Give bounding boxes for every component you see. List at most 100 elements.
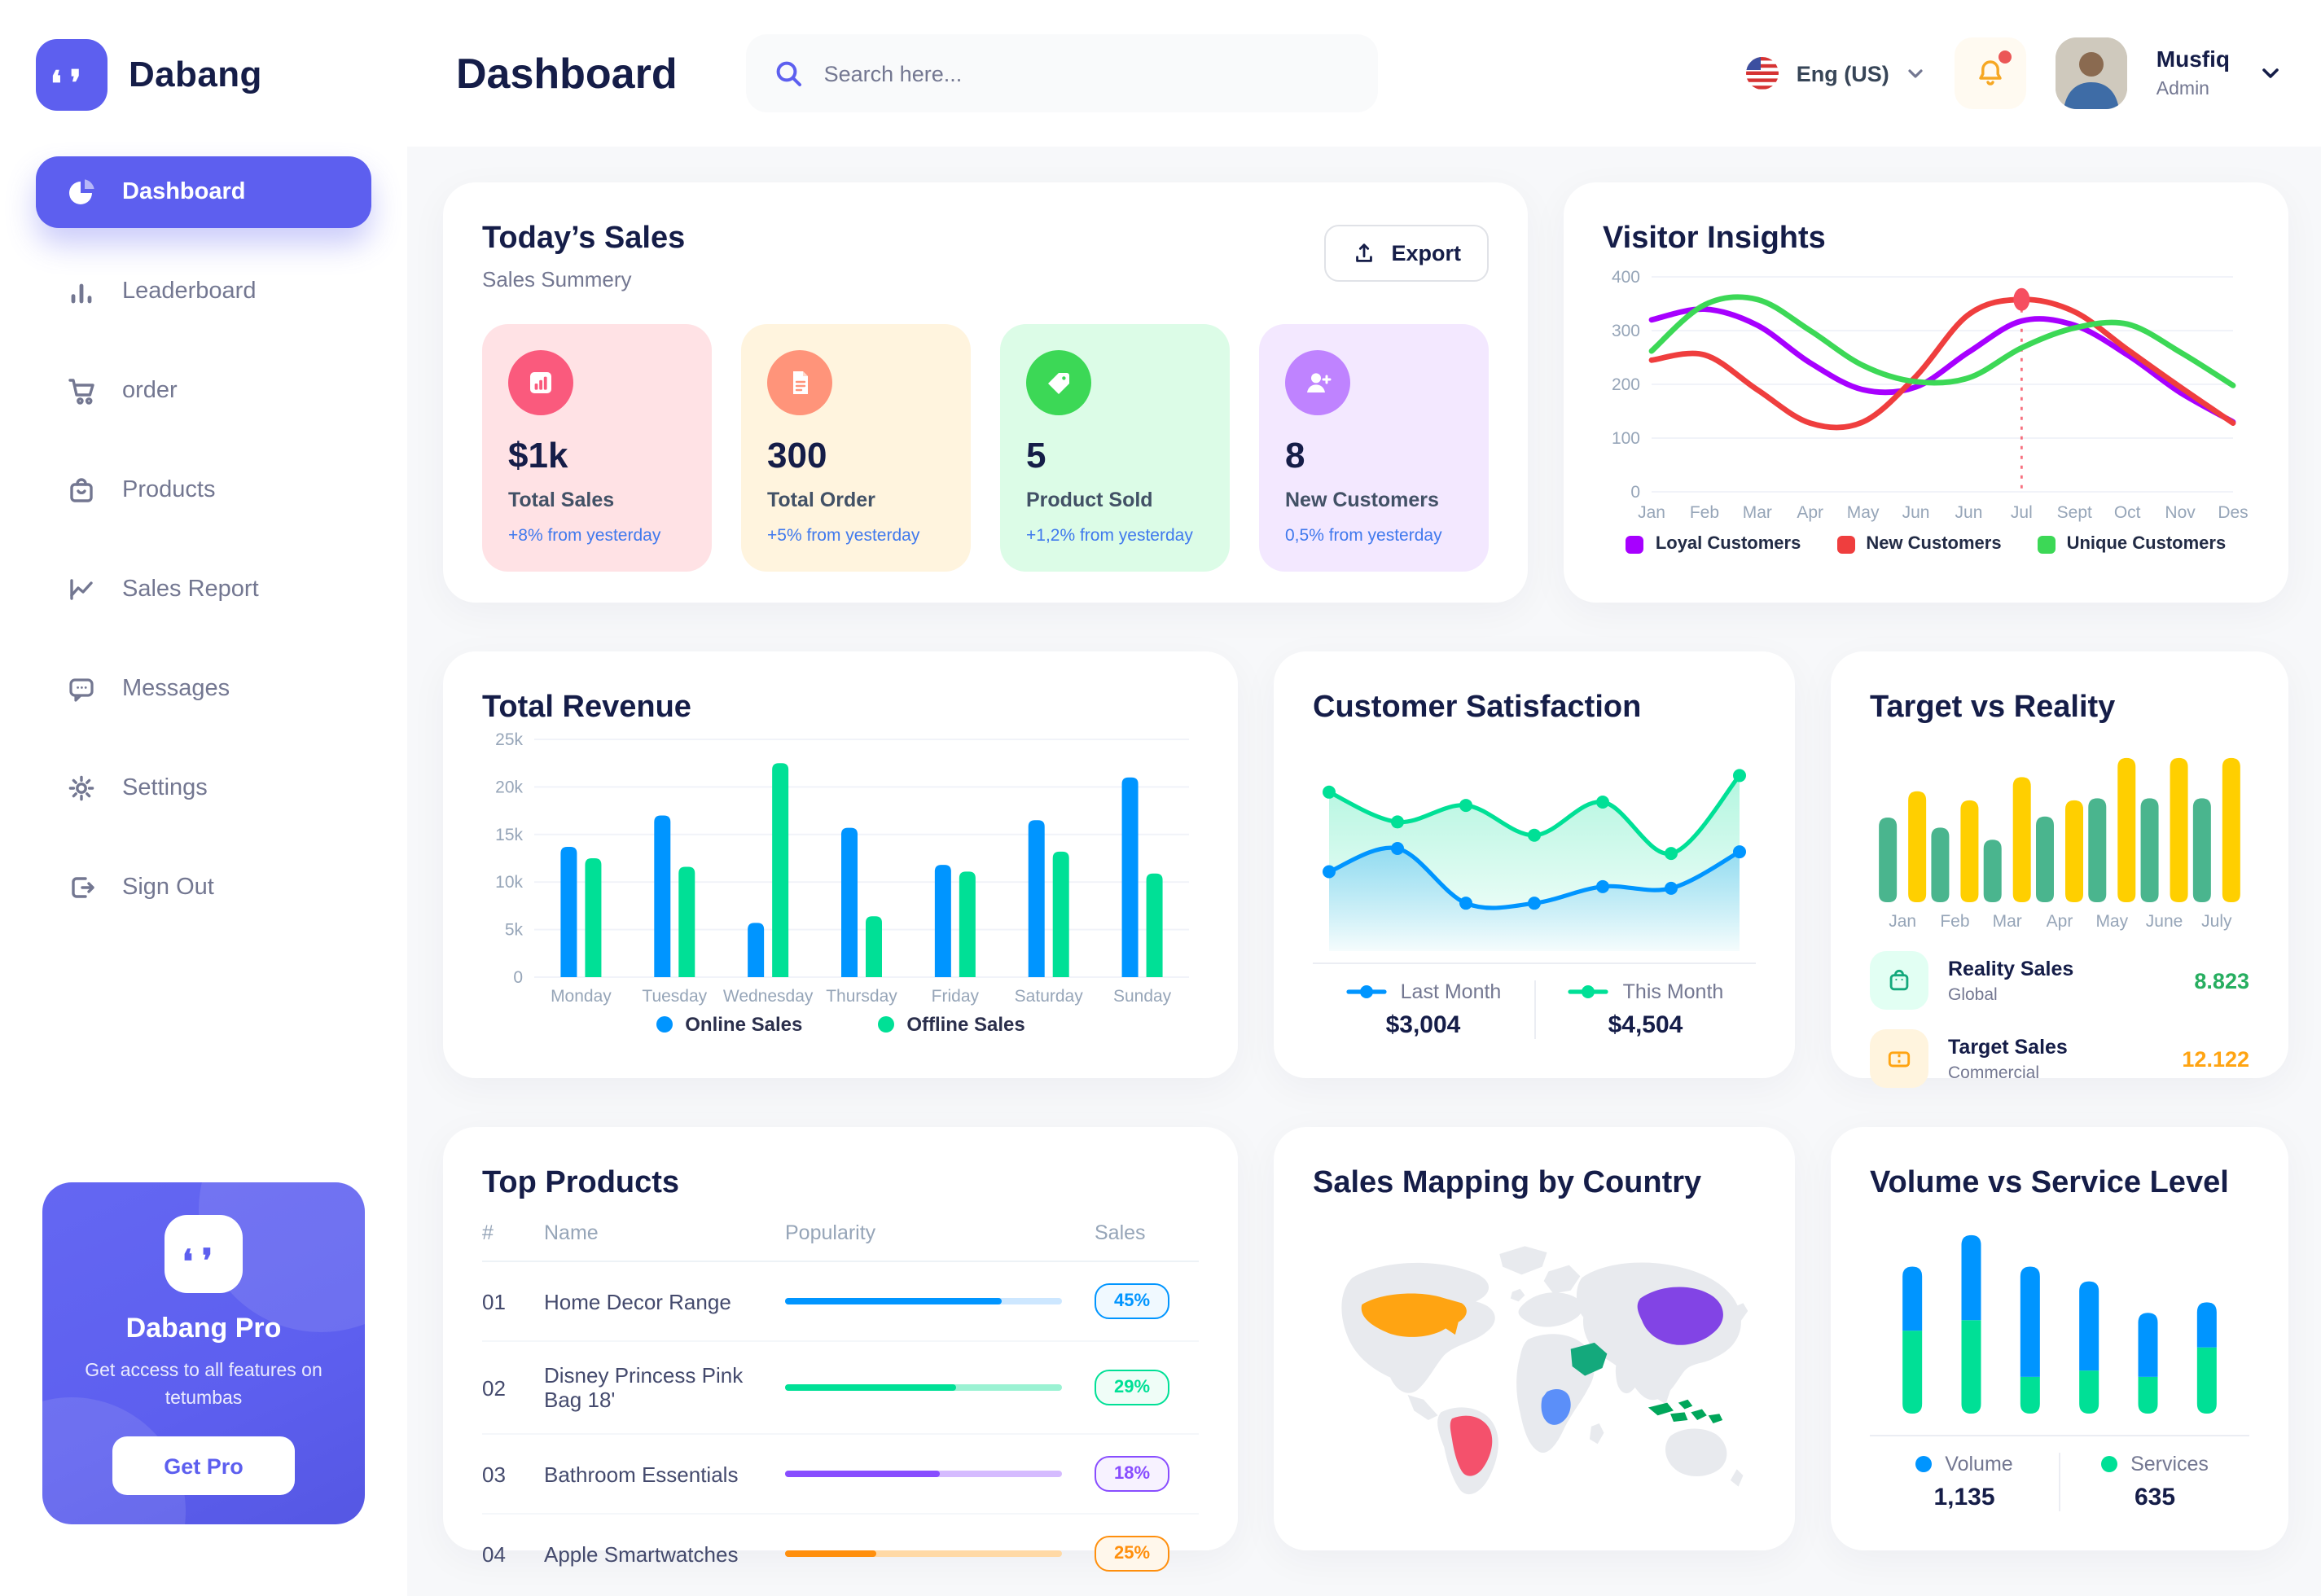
target-sales-legend: Target Sales Commercial 12.122 [1870, 1029, 2249, 1088]
customer-satisfaction-card: Customer Satisfaction Last Month $3,004 [1274, 651, 1795, 1078]
brand-logo[interactable]: ❜ ❜ Dabang [0, 0, 407, 140]
svg-text:Mar: Mar [1743, 503, 1772, 522]
stat-total-order: 300 Total Order +5% from yesterday [741, 324, 971, 572]
map-country-saudi-arabia [1570, 1342, 1608, 1376]
target-vs-reality-card: Target vs Reality Jan Feb Mar Apr May June Jul… [1831, 651, 2288, 1088]
legend-label: Unique Customers [2066, 534, 2227, 554]
legend-label: Offline Sales [906, 1013, 1025, 1036]
svg-text:Jul: Jul [2011, 503, 2033, 522]
visitor-insights-card: Visitor Insights 0 100 200 300 400 Jan Feb Mar A… [1564, 182, 2288, 603]
legend-label: Target Sales [1948, 1035, 2068, 1058]
export-button[interactable]: Export [1324, 225, 1489, 282]
svg-text:Monday: Monday [551, 987, 612, 1006]
visitor-insights-legend: Loyal Customers New Customers Unique Cus… [1603, 534, 2249, 554]
sidebar-item-leaderboard[interactable]: Leaderboard [36, 256, 371, 327]
notification-badge [1998, 50, 2012, 64]
stat-delta: 0,5% from yesterday [1285, 526, 1442, 546]
profile-chevron-icon[interactable] [2259, 62, 2282, 85]
sales-badge: 25% [1095, 1536, 1169, 1572]
column-header: # [482, 1221, 544, 1262]
sidebar-item-order[interactable]: order [36, 355, 371, 427]
visitor-insights-chart: 0 100 200 300 400 Jan Feb Mar Apr May Jun Jun Jul Sep… [1612, 268, 2249, 522]
target-vs-reality-chart: Jan Feb Mar Apr May June July [1879, 757, 2240, 931]
line-chart-icon [65, 573, 98, 606]
customer-satisfaction-legend: Last Month $3,004 This Month $4,504 [1313, 962, 1756, 1039]
language-selector[interactable]: Eng (US) [1744, 55, 1925, 91]
sidebar-item-label: Dashboard [122, 179, 246, 205]
legend-dot [1915, 1456, 1933, 1472]
legend-label: This Month [1622, 980, 1724, 1003]
map-country-brazil [1450, 1415, 1493, 1476]
svg-text:Sept: Sept [2057, 503, 2092, 522]
export-label: Export [1391, 241, 1461, 265]
pro-subtitle: Get access to all features on tetumbas [85, 1361, 322, 1409]
sidebar-item-settings[interactable]: Settings [36, 752, 371, 824]
svg-text:Apr: Apr [2047, 912, 2073, 931]
language-label: Eng (US) [1796, 61, 1889, 86]
avatar[interactable] [2055, 37, 2127, 109]
line-dot-marker [1346, 985, 1387, 998]
bag-icon [65, 474, 98, 506]
volume-vs-service-legend: Volume 1,135 Services 635 [1870, 1435, 2249, 1511]
svg-text:Mar: Mar [1993, 912, 2022, 931]
total-revenue-card: Total Revenue 0 5k 10k 15k 20k 25k Monday Tuesd… [443, 651, 1238, 1078]
pie-chart-icon [65, 176, 98, 208]
svg-text:Jan: Jan [1638, 503, 1665, 522]
volume-vs-service-title: Volume vs Service Level [1870, 1166, 2229, 1200]
message-icon [65, 673, 98, 705]
map-country-usa [1361, 1293, 1467, 1337]
todays-sales-title: Today’s Sales [482, 221, 686, 256]
column-header: Name [544, 1221, 785, 1262]
gear-icon [65, 772, 98, 805]
product-name: Bathroom Essentials [544, 1434, 785, 1515]
sales-mapping-title: Sales Mapping by Country [1313, 1166, 1702, 1200]
map-country-dr-congo [1541, 1389, 1571, 1425]
sidebar-item-label: Products [122, 477, 216, 503]
sidebar-item-sales-report[interactable]: Sales Report [36, 554, 371, 625]
sidebar-item-sign-out[interactable]: Sign Out [36, 852, 371, 923]
stat-new-customers: 8 New Customers 0,5% from yesterday [1259, 324, 1489, 572]
world-map [1341, 1246, 1748, 1495]
total-revenue-chart: 0 5k 10k 15k 20k 25k Monday Tuesday Wednesday Thu… [495, 730, 1189, 1006]
bar-chart-icon [508, 350, 573, 415]
export-icon [1356, 243, 1373, 262]
get-pro-button[interactable]: Get Pro [112, 1436, 295, 1495]
sidebar-item-label: order [122, 378, 178, 404]
legend-label: Services [2130, 1453, 2209, 1475]
search-bar[interactable] [745, 34, 1378, 112]
line-dot-marker [1569, 985, 1609, 998]
bell-icon [1979, 60, 2002, 86]
legend-sublabel: Global [1948, 984, 1998, 1004]
column-header: Sales [1095, 1221, 1199, 1262]
product-name: Disney Princess Pink Bag 18' [544, 1341, 785, 1435]
search-input[interactable] [820, 59, 1352, 87]
total-revenue-legend: Online Sales Offline Sales [482, 1013, 1199, 1036]
sidebar-item-products[interactable]: Products [36, 454, 371, 526]
todays-sales-subtitle: Sales Summery [482, 267, 632, 292]
svg-text:Wednesday: Wednesday [723, 987, 814, 1006]
customer-satisfaction-chart [1323, 769, 1746, 951]
notifications-button[interactable] [1954, 37, 2026, 109]
stat-delta: +8% from yesterday [508, 526, 661, 546]
map-country-indonesia [1648, 1399, 1723, 1423]
sidebar-item-label: Messages [122, 676, 230, 702]
svg-text:Feb: Feb [1940, 912, 1969, 931]
customer-satisfaction-title: Customer Satisfaction [1313, 691, 1642, 725]
stat-label: New Customers [1285, 489, 1439, 511]
table-row: 02 Disney Princess Pink Bag 18' 29% [482, 1341, 1199, 1435]
sidebar-nav: Dashboard Leaderboard order Products [0, 140, 407, 923]
header-actions: Eng (US) Musfiq Admin [1744, 37, 2282, 109]
svg-text:5k: 5k [505, 921, 524, 940]
row-number: 04 [482, 1541, 506, 1566]
sidebar-item-messages[interactable]: Messages [36, 653, 371, 725]
svg-text:Sunday: Sunday [1113, 987, 1172, 1006]
bag-icon [1870, 951, 1928, 1010]
sidebar-item-dashboard[interactable]: Dashboard [36, 156, 371, 228]
svg-text:Apr: Apr [1797, 503, 1823, 522]
legend-value: $3,004 [1385, 1011, 1461, 1039]
sales-mapping-card: Sales Mapping by Country [1274, 1127, 1795, 1550]
svg-text:Nov: Nov [2165, 503, 2196, 522]
stat-label: Total Order [767, 489, 875, 511]
total-revenue-title: Total Revenue [482, 691, 691, 725]
sidebar-item-label: Sales Report [122, 577, 259, 603]
